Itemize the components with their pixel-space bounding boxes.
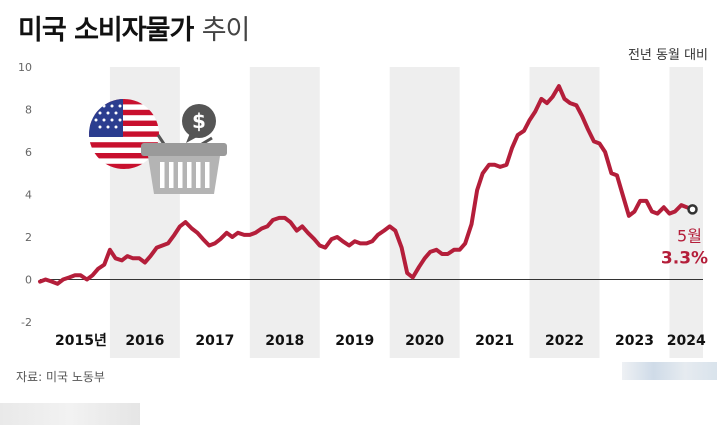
x-tick-label: 2023 bbox=[615, 333, 654, 349]
annotation-month-label: 5월 bbox=[677, 226, 702, 245]
y-tick-label: 0 bbox=[25, 274, 32, 287]
source-note: 자료: 미국 노동부 bbox=[16, 370, 105, 384]
latest-point-marker bbox=[687, 204, 698, 215]
year-band bbox=[249, 67, 320, 358]
cpi-series-line bbox=[38, 84, 695, 286]
chart-title-sub: 추이 bbox=[201, 15, 251, 46]
blurred-logo bbox=[622, 362, 717, 380]
x-tick-label: 2016 bbox=[125, 333, 164, 349]
y-tick-label: -2 bbox=[21, 316, 32, 329]
svg-text:$: $ bbox=[192, 109, 206, 133]
y-tick-label: 8 bbox=[25, 104, 32, 117]
chart-title-main: 미국 소비자물가 bbox=[18, 15, 194, 46]
x-tick-label: 2017 bbox=[195, 333, 234, 349]
y-tick-label: 6 bbox=[25, 146, 32, 159]
annotation-value-label: 3.3% bbox=[661, 248, 708, 268]
y-tick-label: 2 bbox=[25, 231, 32, 244]
chart-title: 미국 소비자물가 추이 bbox=[18, 8, 251, 47]
y-tick-label: 10 bbox=[18, 61, 32, 74]
x-tick-label: 2022 bbox=[545, 333, 584, 349]
blurred-credit bbox=[0, 403, 140, 425]
x-tick-label: 2020 bbox=[405, 333, 444, 349]
x-axis-ticks: 2015년 2016 2017 2018 2019 2020 2021 2022 2023 202… bbox=[55, 333, 706, 349]
x-tick-label: 2015년 bbox=[55, 333, 107, 349]
shopping-basket-icon bbox=[141, 134, 227, 194]
x-tick-label: 2019 bbox=[335, 333, 374, 349]
y-axis-ticks: 10 8 6 4 2 0 -2 bbox=[18, 61, 32, 329]
year-band bbox=[529, 67, 600, 358]
year-band bbox=[389, 67, 460, 358]
us-flag-icon bbox=[89, 99, 159, 169]
x-tick-label: 2021 bbox=[475, 333, 514, 349]
dollar-coin-icon: $ bbox=[182, 104, 216, 143]
x-tick-label: 2024 bbox=[667, 333, 706, 349]
y-axis-unit-label: 전년 동월 대비 bbox=[627, 48, 708, 63]
y-tick-label: 4 bbox=[25, 189, 32, 202]
x-tick-label: 2018 bbox=[265, 333, 304, 349]
